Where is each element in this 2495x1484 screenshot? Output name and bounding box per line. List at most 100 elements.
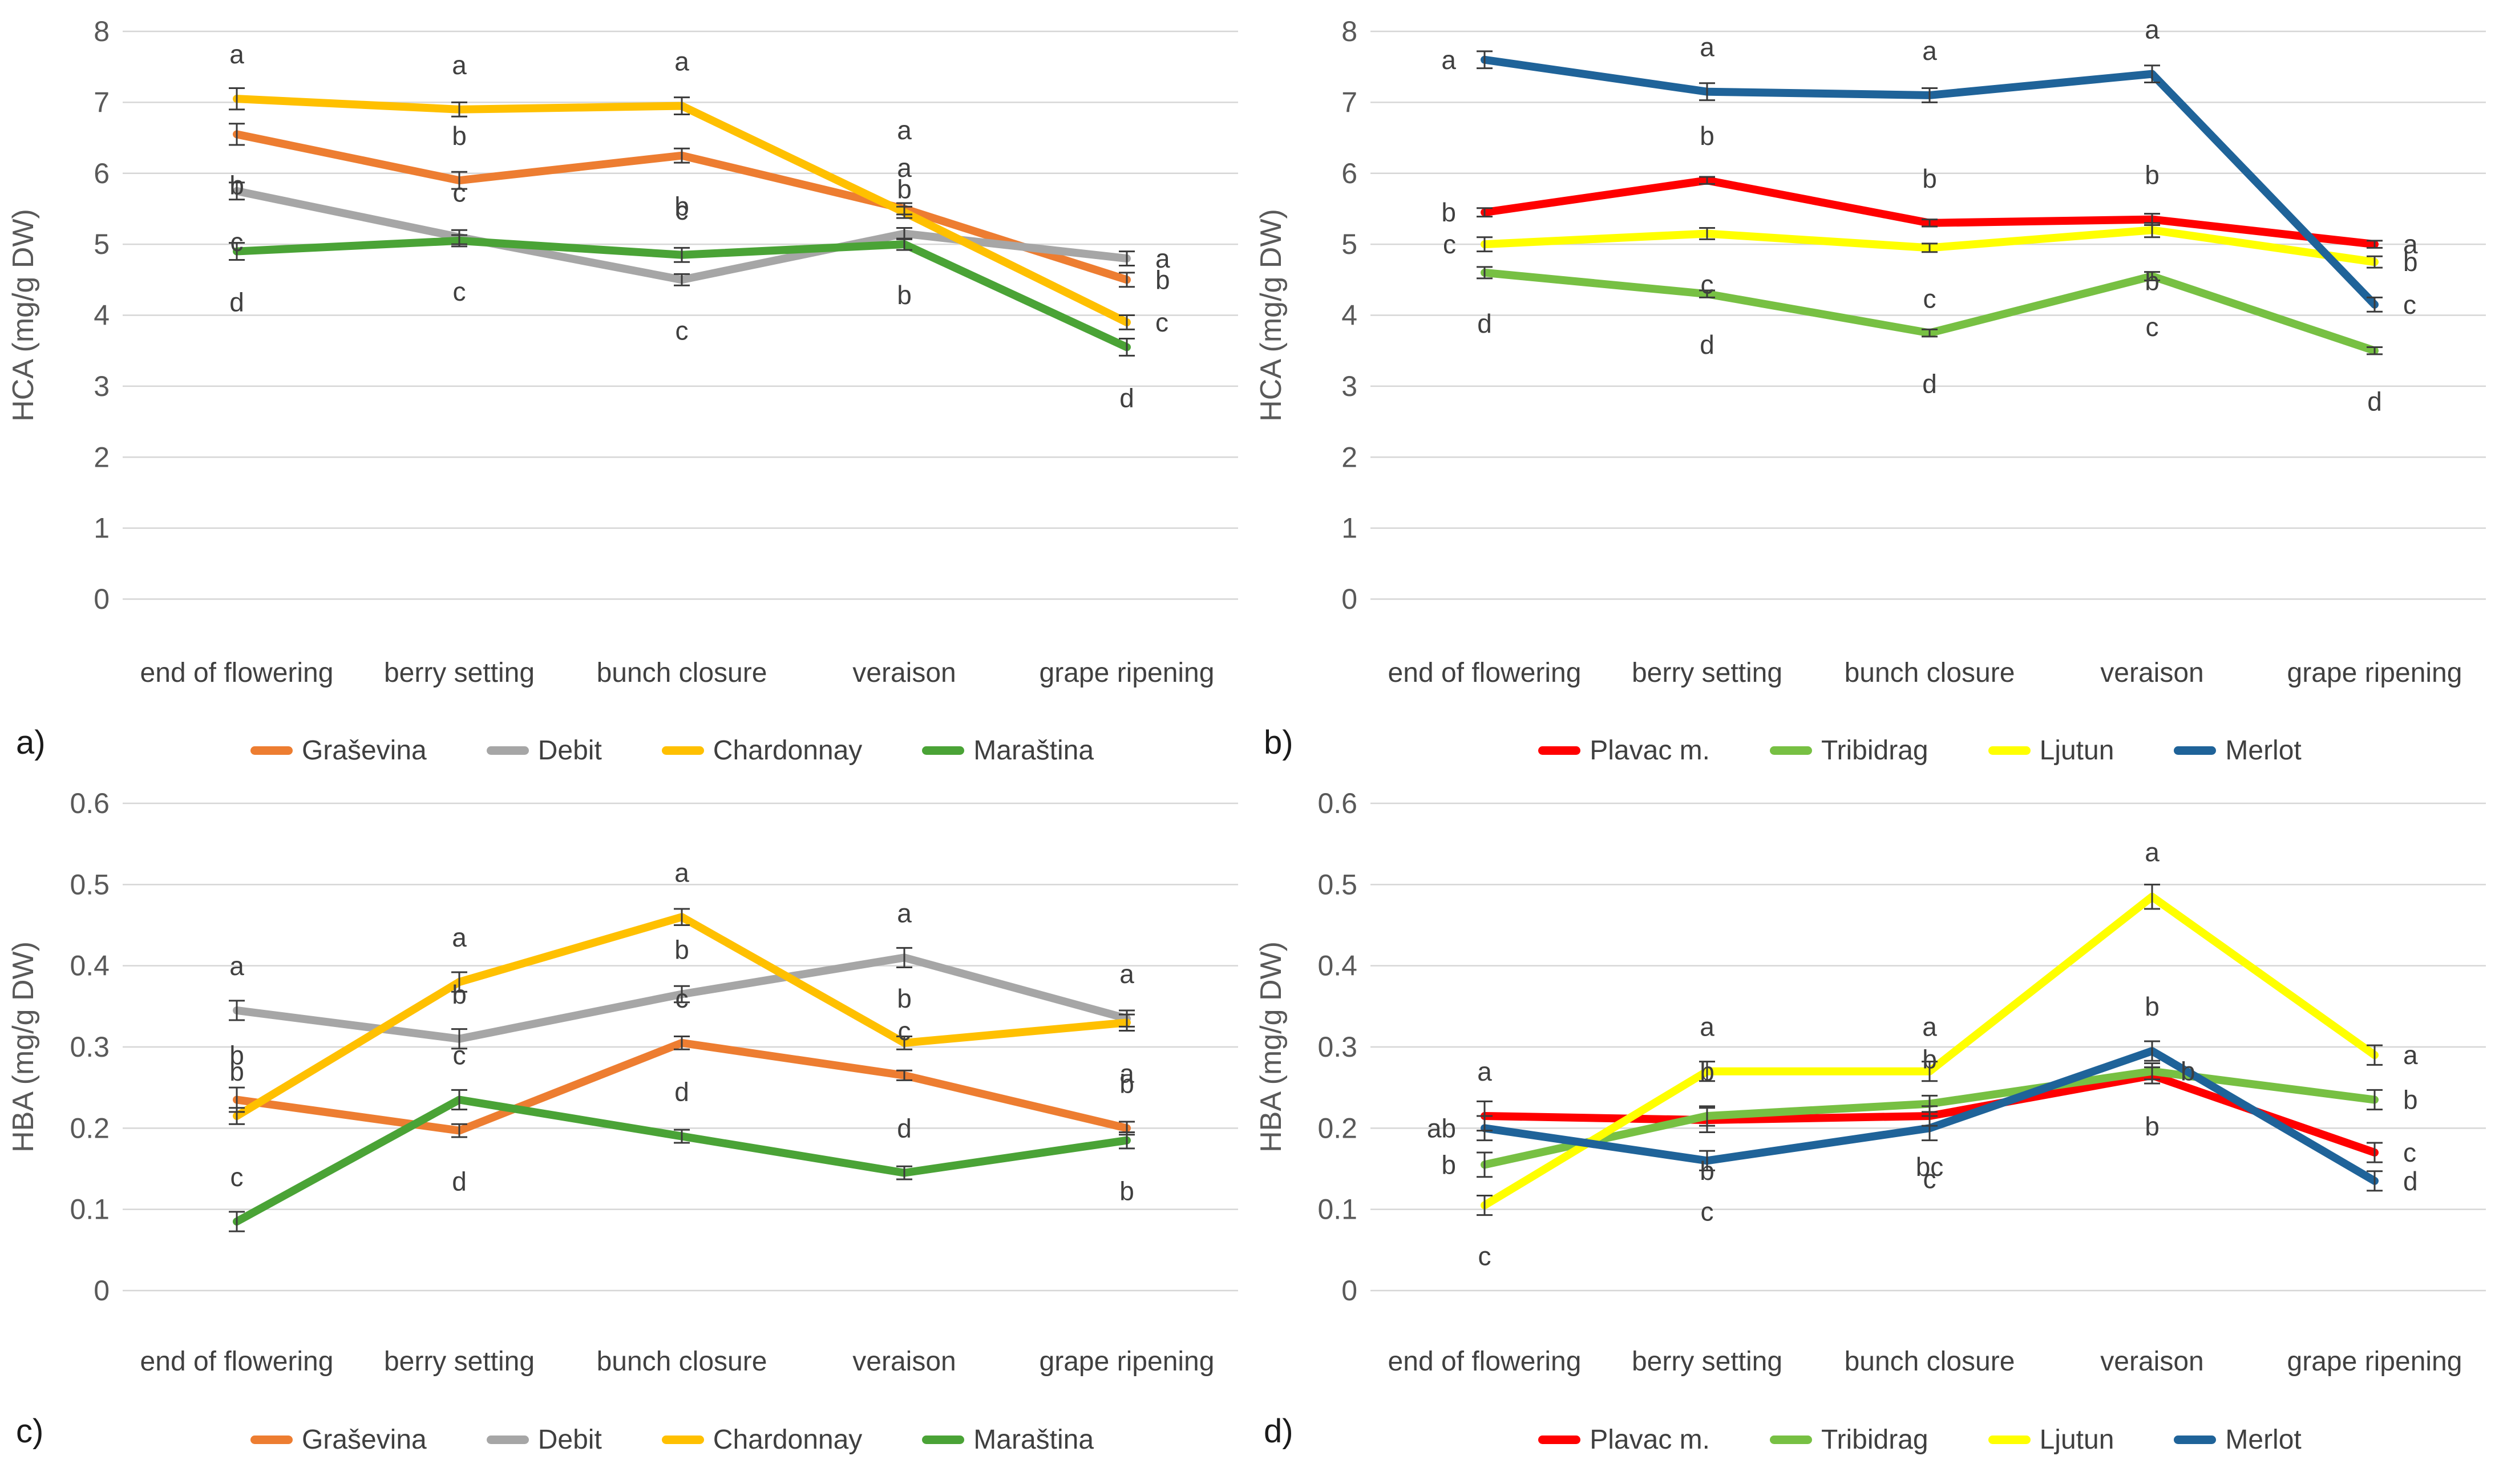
significance-letter: b <box>1700 1057 1714 1086</box>
x-category-label: bunch closure <box>1845 658 2015 688</box>
x-category-label: end of flowering <box>140 1346 334 1377</box>
x-category-label: end of flowering <box>1388 1346 1582 1377</box>
x-category-label: grape ripening <box>2287 1346 2462 1377</box>
legend-swatch-icon <box>661 746 704 755</box>
significance-letter: c <box>1923 284 1936 313</box>
legend-label: Plavac m. <box>1590 735 1710 766</box>
significance-letter: b <box>2145 160 2160 190</box>
significance-letter: c <box>1701 269 1714 299</box>
legend-swatch-icon <box>1988 1435 2031 1444</box>
significance-letter: a <box>1441 45 1456 75</box>
y-tick-label: 0 <box>94 1275 110 1307</box>
x-category-label: bunch closure <box>597 1346 767 1377</box>
y-tick-label: 0.5 <box>1317 868 1357 900</box>
legend-panel-b: Plavac m. Tribidrag Ljutun Merlot <box>1362 725 2478 776</box>
y-tick-label: 0.6 <box>70 793 110 819</box>
significance-letter: c <box>2403 1138 2416 1167</box>
significance-letter: b <box>2403 247 2418 277</box>
significance-letter: d <box>229 288 244 317</box>
y-tick-label: 5 <box>1341 228 1357 260</box>
y-tick-label: 0.3 <box>70 1031 110 1063</box>
x-category-label: berry setting <box>384 1346 535 1377</box>
panel-label-d: d) <box>1264 1413 1293 1450</box>
y-tick-label: 4 <box>94 300 110 331</box>
significance-letter: b <box>897 280 912 310</box>
legend-swatch-icon <box>2174 746 2217 755</box>
significance-letter: b <box>1441 197 1456 227</box>
significance-letter: d <box>1700 330 1714 359</box>
x-category-label: end of flowering <box>1388 658 1582 688</box>
significance-letter: bc <box>1916 1152 1944 1182</box>
legend-item-Debit: Debit <box>486 735 602 766</box>
y-tick-label: 0.3 <box>1317 1031 1357 1063</box>
legend-label: Tribidrag <box>1821 1424 1928 1455</box>
legend-swatch-icon <box>922 746 965 755</box>
significance-letter: d <box>452 1167 467 1196</box>
significance-letter: b <box>1155 265 1170 294</box>
legend-item-Ljutun: Ljutun <box>1988 1424 2114 1455</box>
y-tick-label: 2 <box>94 441 110 473</box>
significance-letter: a <box>897 898 912 928</box>
significance-letter: c <box>231 227 244 257</box>
legend-item-Merlot: Merlot <box>2174 735 2302 766</box>
y-tick-label: 2 <box>1341 441 1357 473</box>
y-axis-title: HBA (mg/g DW) <box>7 941 40 1153</box>
significance-letter: a <box>1700 1012 1714 1042</box>
significance-letter: a <box>674 47 689 76</box>
significance-letter: b <box>897 984 912 1013</box>
y-tick-label: 1 <box>94 512 110 544</box>
x-category-label: bunch closure <box>1845 1346 2015 1377</box>
significance-letter: d <box>1119 383 1134 413</box>
y-tick-label: 7 <box>94 86 110 118</box>
significance-letter: a <box>229 39 244 69</box>
significance-letter: a <box>2145 838 2160 867</box>
x-category-label: berry setting <box>1632 1346 1782 1377</box>
chart-c-hba-white-varieties: 0 0.1 0.2 0.3 0.4 0.5 0.6 HBA (mg/g DW) end of f… <box>7 793 1238 1377</box>
significance-letter: d <box>897 1114 912 1143</box>
significance-letter: a <box>452 923 467 952</box>
significance-letter: ab <box>1427 1113 1456 1143</box>
legend-panel-d: Plavac m. Tribidrag Ljutun Merlot <box>1362 1414 2478 1465</box>
significance-letter: b <box>674 192 689 221</box>
chart-b-hca-red-varieties: 0 1 2 3 4 5 6 7 8 HCA (mg/g DW) end of flowering be… <box>1255 15 2486 688</box>
significance-letter: c <box>676 196 689 225</box>
x-category-label: bunch closure <box>597 658 767 688</box>
legend-item-Maraština: Maraština <box>922 1424 1094 1455</box>
significance-letter: a <box>1700 33 1714 62</box>
legend-label: Merlot <box>2225 1424 2302 1455</box>
significance-letter: c <box>676 984 689 1013</box>
x-category-label: berry setting <box>384 658 535 688</box>
legend-label: Maraština <box>973 1424 1094 1455</box>
panel-label-a: a) <box>16 724 46 761</box>
significance-letter: b <box>2145 266 2160 296</box>
panel-label-b: b) <box>1264 724 1293 761</box>
y-tick-label: 3 <box>94 370 110 402</box>
y-tick-label: 0.4 <box>70 950 110 982</box>
x-category-label: berry setting <box>1632 658 1782 688</box>
significance-letter: b <box>2145 992 2160 1021</box>
significance-letter: b <box>1700 1156 1714 1186</box>
x-category-label: grape ripening <box>2287 658 2462 688</box>
significance-letter: c <box>453 1041 466 1070</box>
significance-letter: a <box>1477 1057 1492 1086</box>
significance-letter: d <box>2403 1166 2418 1196</box>
x-category-label: veraison <box>852 658 956 688</box>
legend-swatch-icon <box>250 1435 293 1444</box>
y-tick-label: 8 <box>94 15 110 47</box>
y-tick-label: 5 <box>94 228 110 260</box>
significance-letter: b <box>674 935 689 964</box>
significance-letter: b <box>229 1041 244 1070</box>
chart-d-hba-red-varieties: 0 0.1 0.2 0.3 0.4 0.5 0.6 HBA (mg/g DW) end of f… <box>1255 793 2486 1377</box>
y-tick-label: 0.2 <box>1317 1112 1357 1144</box>
legend-item-Maraština: Maraština <box>922 735 1094 766</box>
significance-letter: a <box>452 50 467 80</box>
significance-letter: a <box>2145 15 2160 45</box>
legend-label: Chardonnay <box>713 735 863 766</box>
y-tick-label: 0 <box>1341 583 1357 615</box>
legend-item-Graševina: Graševina <box>250 1424 427 1455</box>
y-tick-label: 0 <box>94 583 110 615</box>
legend-swatch-icon <box>486 746 529 755</box>
legend-swatch-icon <box>1538 1435 1581 1444</box>
significance-letter: a <box>897 153 912 183</box>
y-tick-label: 0.6 <box>1317 793 1357 819</box>
